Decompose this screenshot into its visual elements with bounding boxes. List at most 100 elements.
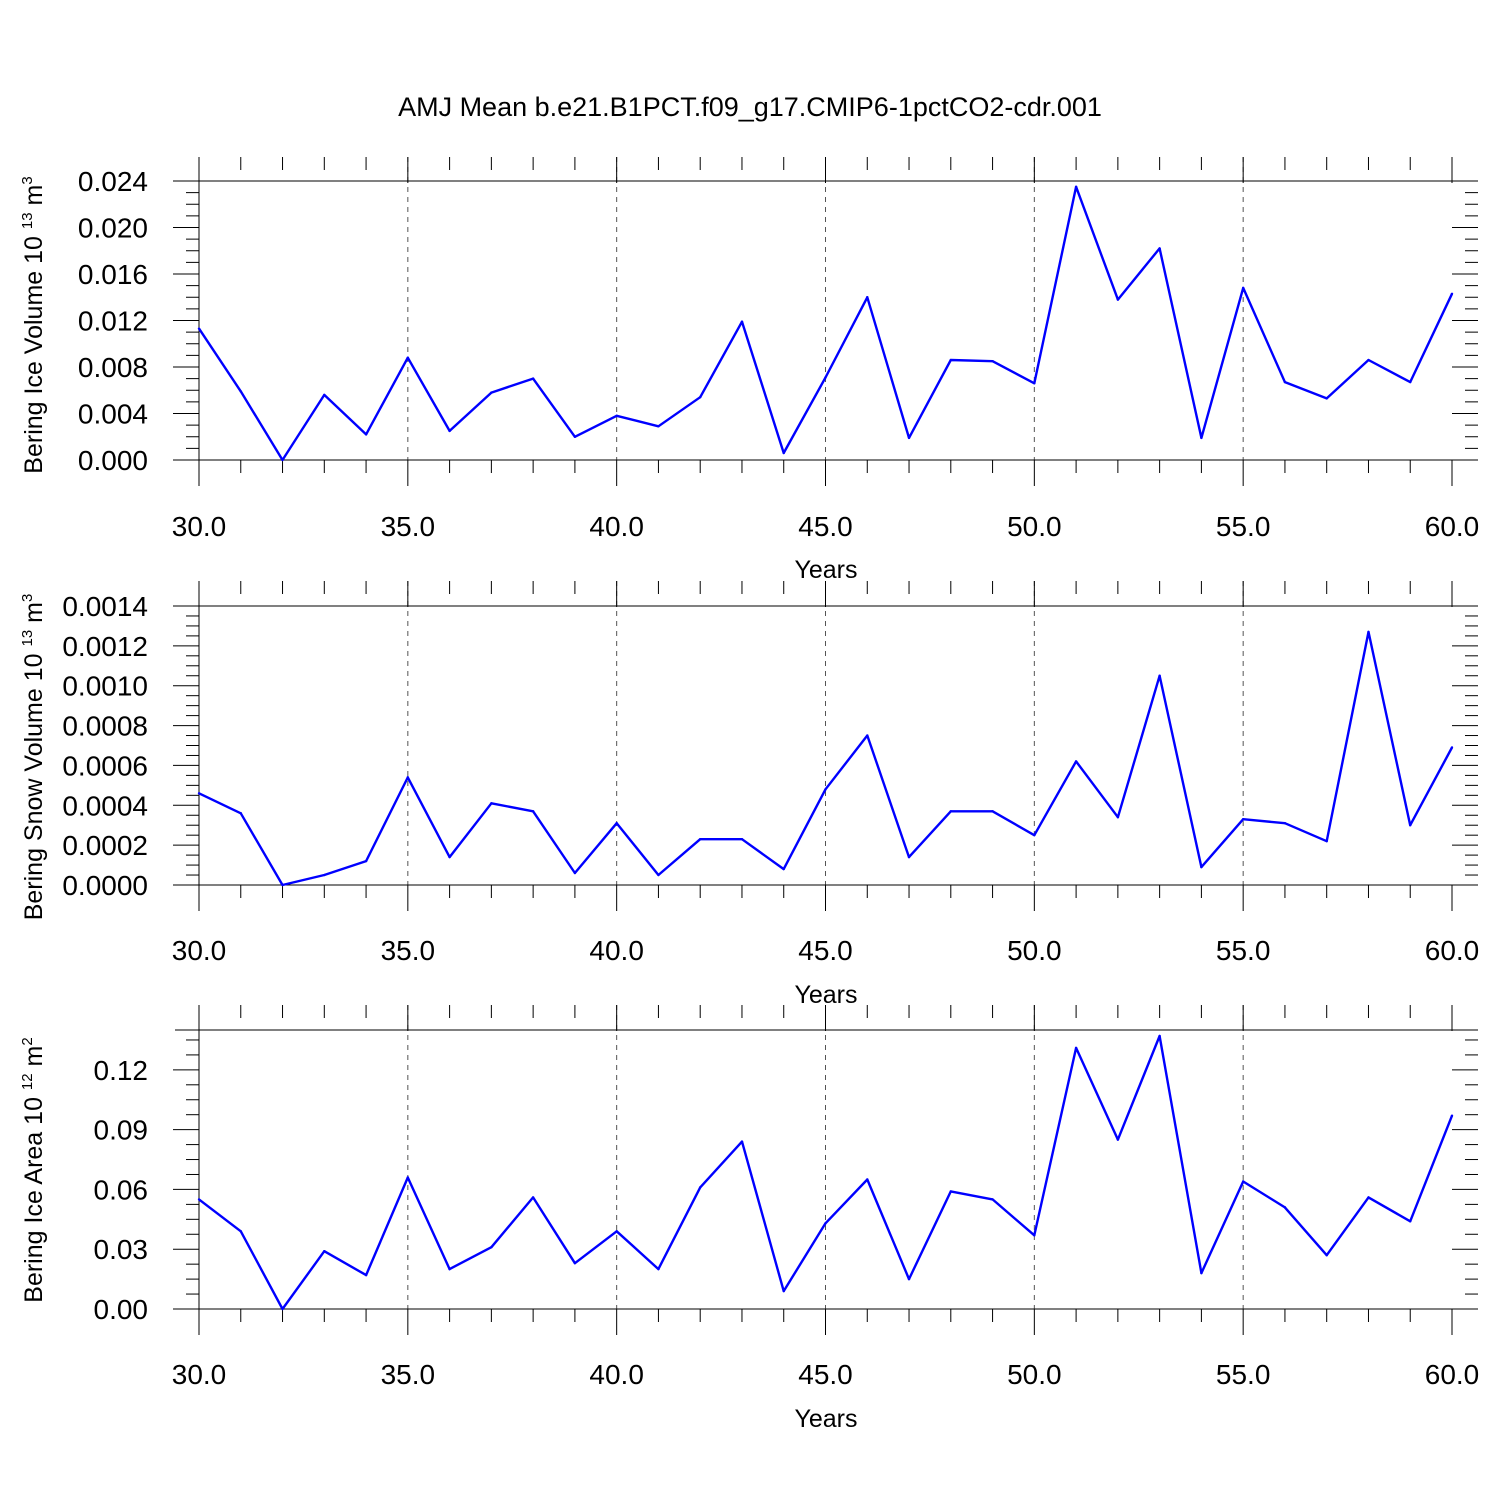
x-tick-label: 35.0 <box>381 511 436 542</box>
y-axis-label-unit-exponent: 3 <box>19 594 36 602</box>
data-point <box>782 867 785 871</box>
x-tick-label: 35.0 <box>381 1359 436 1390</box>
y-axis-label-text: Bering Ice Area 10 <box>20 1090 48 1303</box>
y-axis-label-exponent: 12 <box>19 1073 36 1090</box>
y-tick-label: 0.000 <box>78 445 148 476</box>
data-point <box>657 425 660 428</box>
data-point <box>1241 818 1245 821</box>
panel-2: 30.0 35.0 40.0 45.0 50.0 55.0 60.0 0.0000 0.0002… <box>19 581 1479 1009</box>
y-tick-label: 0.0014 <box>62 591 148 622</box>
panel-1: 30.0 35.0 40.0 45.0 50.0 55.0 60.0 0.000 0.004 0.… <box>19 157 1479 584</box>
x-tick-label: 55.0 <box>1216 511 1271 542</box>
x-axis-label: Years <box>794 556 857 584</box>
y-tick-label: 0.0000 <box>62 870 148 901</box>
data-point <box>1367 630 1370 634</box>
data-point <box>615 822 618 825</box>
x-tick-label: 40.0 <box>589 511 644 542</box>
data-point <box>1450 746 1454 749</box>
data-point <box>239 1230 242 1233</box>
data-point <box>531 377 535 380</box>
data-point <box>323 873 326 877</box>
data-point <box>1409 380 1412 384</box>
data-point <box>531 1196 535 1199</box>
data-point <box>1283 380 1287 384</box>
data-point <box>448 1267 451 1271</box>
data-point <box>573 435 577 438</box>
data-point <box>364 859 368 863</box>
y-tick-label: 0.0004 <box>62 790 148 821</box>
data-point <box>239 812 242 815</box>
y-axis-label-exponent: 13 <box>19 212 36 229</box>
data-point <box>782 451 785 455</box>
data-point <box>197 1198 201 1201</box>
x-tick-label: 50.0 <box>1007 1359 1062 1390</box>
series-line <box>198 630 1454 887</box>
data-point <box>1325 839 1328 843</box>
data-point <box>448 429 451 433</box>
data-point <box>1200 436 1203 440</box>
data-point <box>406 356 410 359</box>
data-point <box>1033 382 1036 385</box>
data-point <box>364 1273 368 1277</box>
data-point <box>573 871 577 875</box>
data-point <box>699 837 702 841</box>
data-point <box>866 1178 869 1181</box>
x-tick-label: 60.0 <box>1425 511 1480 542</box>
data-point <box>991 810 994 813</box>
data-point <box>1200 1271 1203 1275</box>
data-point <box>699 396 702 399</box>
x-tick-label: 30.0 <box>172 511 227 542</box>
y-tick-label: 0.016 <box>78 259 148 290</box>
y-tick-label: 0.06 <box>94 1174 149 1205</box>
data-point <box>657 1267 660 1271</box>
data-point <box>907 855 911 859</box>
x-axis-label: Years <box>794 1405 857 1433</box>
data-point <box>573 1261 577 1265</box>
data-point <box>1116 816 1120 819</box>
x-tick-label: 50.0 <box>1007 935 1062 966</box>
data-point <box>281 883 284 887</box>
y-tick-label: 0.008 <box>78 352 148 383</box>
data-point <box>949 1190 952 1193</box>
data-point <box>1283 822 1287 825</box>
data-point <box>657 873 660 877</box>
data-point <box>1074 760 1078 763</box>
y-tick-label: 0.12 <box>94 1055 149 1086</box>
data-point <box>281 458 284 462</box>
data-point <box>239 390 242 393</box>
data-point <box>1116 1138 1120 1141</box>
data-point <box>1325 1253 1328 1257</box>
data-point <box>1450 292 1454 295</box>
data-point <box>1158 1034 1161 1038</box>
x-axis-label: Years <box>794 981 857 1009</box>
x-tick-label: 35.0 <box>381 935 436 966</box>
data-point <box>364 433 368 436</box>
y-tick-label: 0.0010 <box>62 671 148 702</box>
x-tick-label: 60.0 <box>1425 935 1480 966</box>
data-point <box>699 1186 702 1189</box>
x-tick-label: 40.0 <box>589 935 644 966</box>
data-point <box>406 776 410 779</box>
y-axis-label-text: Bering Ice Volume 10 <box>20 229 48 474</box>
data-point <box>1074 1046 1078 1050</box>
x-tick-label: 30.0 <box>172 935 227 966</box>
data-point <box>907 1277 911 1281</box>
data-point <box>1367 358 1370 362</box>
data-point <box>531 810 535 813</box>
y-axis-label: Bering Ice Volume 10 13 m3 <box>19 176 48 473</box>
chart-title: AMJ Mean b.e21.B1PCT.f09_g17.CMIP6-1pctC… <box>398 92 1102 122</box>
data-point <box>740 1140 744 1143</box>
y-tick-label: 0.0008 <box>62 711 148 742</box>
y-axis-label-unit-exponent: 2 <box>19 1037 36 1045</box>
data-point <box>1033 833 1036 837</box>
data-point <box>1158 247 1161 250</box>
data-point <box>949 810 952 813</box>
data-point <box>406 1176 410 1179</box>
data-point <box>1367 1196 1370 1199</box>
data-point <box>866 734 869 737</box>
data-point <box>1158 674 1161 677</box>
data-point <box>1283 1206 1287 1209</box>
data-point <box>1074 185 1078 189</box>
x-tick-label: 40.0 <box>589 1359 644 1390</box>
